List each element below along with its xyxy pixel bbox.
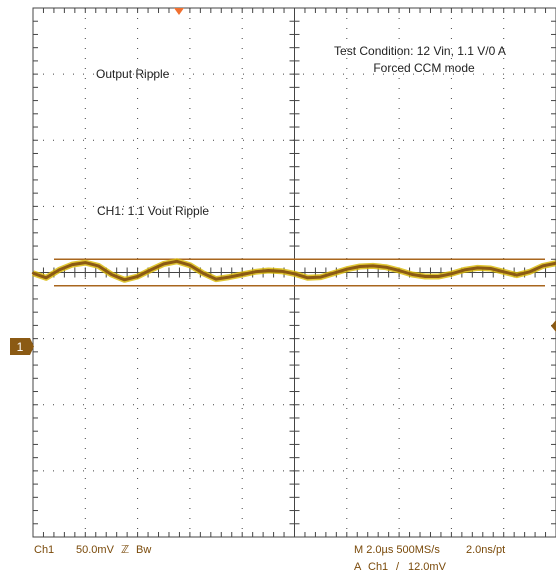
ch1-trace-point — [97, 264, 100, 268]
ch1-trace-point — [358, 265, 362, 268]
graticule — [32, 7, 556, 538]
ch1-trace-point — [397, 269, 401, 272]
ch1-trace-point — [515, 273, 518, 277]
ch1-trace-point — [476, 266, 479, 270]
ch1-trace-point — [31, 272, 35, 275]
readout-trigger-prefix: A — [354, 561, 362, 573]
ch1-trace-point — [188, 264, 192, 267]
channel-note: CH1: 1.1 Vout Ripple — [97, 204, 209, 218]
readout-channel: Ch1 — [34, 544, 54, 556]
ch1-trace — [31, 258, 556, 283]
ch1-trace-point — [411, 273, 414, 276]
ch1-trace-point — [201, 272, 205, 275]
ch1-trace-point — [227, 275, 231, 279]
ch1-trace-point — [123, 278, 126, 281]
ch1-trace-point — [502, 270, 505, 273]
ch1-trace-point — [319, 275, 322, 279]
trace-offscreen-indicator — [551, 320, 556, 332]
ch1-trace-point — [293, 272, 296, 275]
test-condition-line1: Test Condition: 12 Vin, 1.1 V/0 A — [334, 44, 506, 58]
ch1-trace-point — [267, 269, 270, 272]
cursor-lines — [54, 258, 545, 287]
ch1-trace-point — [241, 273, 244, 276]
ch1-trace-point — [44, 276, 48, 279]
readout-trigger-level: 12.0mV — [408, 561, 447, 573]
ch1-trace-point — [84, 261, 87, 264]
ch1-trace-point — [149, 268, 152, 272]
channel-1-marker: 1 — [10, 338, 34, 355]
ch1-trace-point — [332, 272, 335, 275]
ch1-trace-point — [489, 267, 492, 270]
chart-title: Output Ripple — [96, 67, 170, 81]
readout-trigger-channel: Ch1 — [368, 561, 388, 573]
ch1-trace-point — [162, 262, 165, 266]
readout-timebase: M 2.0µs 500MS/s — [354, 544, 440, 556]
trigger-position-marker — [174, 8, 184, 15]
ch1-trace-point — [463, 268, 466, 272]
ch1-trace-point — [345, 268, 348, 271]
ch1-trace-point — [58, 268, 61, 272]
test-condition-line2: Forced CCM mode — [373, 61, 475, 75]
ch1-trace-point — [450, 272, 453, 275]
ch1-trace-point — [71, 263, 74, 266]
ch1-trace-point — [424, 275, 427, 278]
readout-bw: Bw — [136, 544, 151, 556]
readout-bw-symbol: ℤ — [121, 544, 129, 556]
ch1-trace-point — [254, 270, 257, 273]
ch1-trace-point — [280, 270, 283, 273]
ch1-trace-point — [528, 270, 531, 273]
ch1-trace-point — [541, 264, 545, 268]
ch1-trace-point — [175, 260, 178, 263]
readout-scale: 50.0mV — [76, 544, 115, 556]
channel-1-marker-bg — [10, 338, 30, 355]
ch1-trace-point — [306, 276, 309, 279]
ch1-trace-point — [437, 275, 440, 278]
channel-1-marker-arrow — [30, 338, 34, 355]
ch1-trace-point — [136, 275, 139, 278]
readout-trigger-slope: / — [396, 561, 400, 573]
ch1-trace-point — [384, 266, 388, 269]
ch1-trace-point — [110, 273, 113, 276]
channel-1-marker-label: 1 — [17, 340, 24, 354]
ch1-trace-point — [214, 277, 218, 281]
readout-sample-interval: 2.0ns/pt — [466, 544, 505, 556]
ch1-trace-point — [371, 264, 375, 268]
